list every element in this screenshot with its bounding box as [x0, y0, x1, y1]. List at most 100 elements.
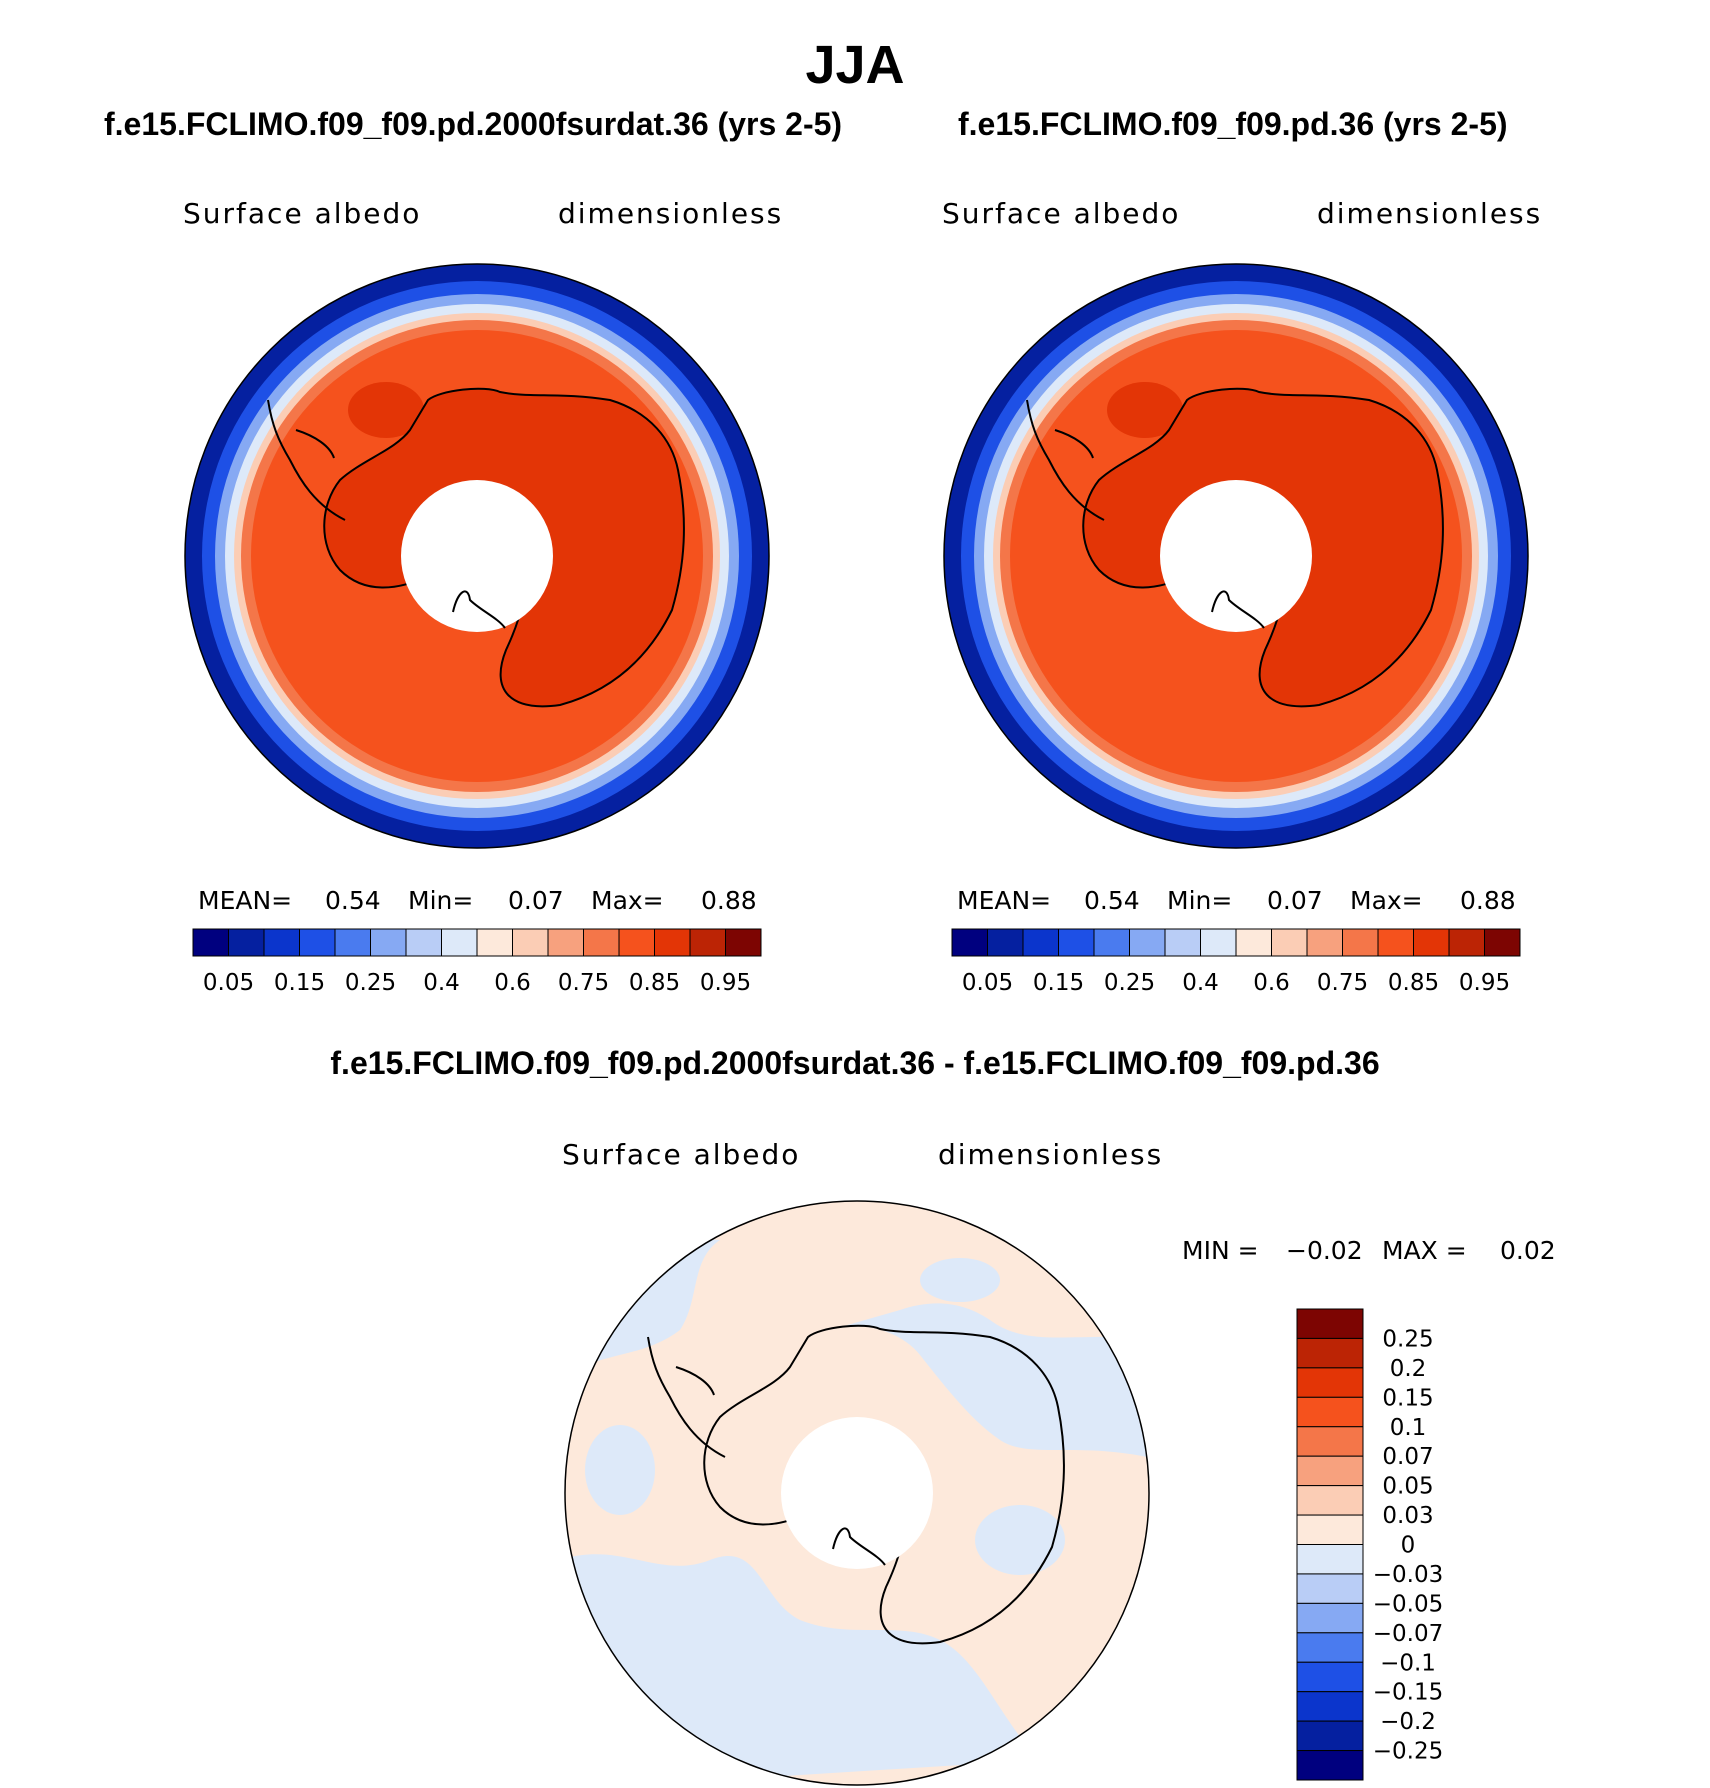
colorbar-swatch	[1413, 928, 1450, 957]
colorbar-tick-label: 0.05	[962, 970, 1013, 996]
colorbar-swatch	[1271, 928, 1308, 957]
panel-2-units: dimensionless	[1317, 197, 1543, 230]
peninsula-coastline	[647, 1336, 726, 1458]
colorbar-tick-label: −0.2	[1380, 1709, 1436, 1735]
panel-2-min-label: Min=	[1167, 886, 1233, 915]
colorbar-swatch	[654, 928, 691, 957]
colorbar-swatch	[476, 928, 513, 957]
panel-2-mean-value: 0.54	[1084, 886, 1140, 915]
colorbar-swatch	[1484, 928, 1521, 957]
colorbar-tick-label: 0.6	[494, 970, 531, 996]
panel-2-max-label: Max=	[1350, 886, 1423, 915]
colorbar-tick-label: −0.07	[1373, 1621, 1443, 1647]
colorbar-swatch	[299, 928, 336, 957]
panel-2-variable: Surface albedo	[942, 197, 1181, 230]
panel-1-max-label: Max=	[591, 886, 664, 915]
colorbar-swatch	[1296, 1485, 1364, 1516]
panel-2-min-value: 0.07	[1267, 886, 1323, 915]
panel-2-title: f.e15.FCLIMO.f09_f09.pd.36 (yrs 2-5)	[958, 106, 1508, 142]
colorbar-swatch	[1296, 1602, 1364, 1634]
difference-max-value: 0.02	[1500, 1236, 1556, 1265]
panel-1-min-value: 0.07	[508, 886, 564, 915]
peninsula-coastline	[267, 399, 346, 521]
negative-difference-region	[920, 1258, 1000, 1302]
panel-1-mean-label: MEAN=	[198, 886, 293, 915]
colorbar-swatch	[441, 928, 478, 957]
panel-2-colorbar: 0.05 0.15 0.25 0.4 0.6 0.75 0.85 0.95	[951, 928, 1521, 996]
panel-1-max-value: 0.88	[701, 886, 757, 915]
colorbar-swatch	[689, 928, 726, 957]
colorbar-tick-label: 0.1	[1390, 1415, 1427, 1441]
colorbar-tick-label: 0.25	[1104, 970, 1155, 996]
figure-title: JJA	[805, 35, 905, 95]
colorbar-swatch	[951, 928, 988, 957]
colorbar-swatch	[1296, 1396, 1364, 1428]
colorbar-swatch	[1296, 1337, 1364, 1369]
colorbar-swatch	[1164, 928, 1201, 957]
difference-max-label: MAX =	[1382, 1236, 1467, 1265]
coastline	[323, 387, 685, 708]
colorbar-swatch	[1342, 928, 1379, 957]
colorbar-tick-label: 0.4	[1182, 970, 1219, 996]
pole-hole	[1160, 480, 1312, 632]
colorbar-tick-label: 0.15	[274, 970, 325, 996]
colorbar-swatch	[1448, 928, 1485, 957]
colorbar-tick-label: 0.2	[1390, 1356, 1427, 1382]
colorbar-swatch	[1296, 1426, 1364, 1457]
panel-1-min-label: Min=	[408, 886, 474, 915]
difference-colorbar: 0.25 0.2 0.15 0.1 0.07 0.05 0.03 0 −0.03 −0.05 −0.…	[1296, 1308, 1443, 1781]
albedo-patch	[1107, 382, 1183, 438]
colorbar-swatch	[1377, 928, 1414, 957]
colorbar-tick-label: 0.95	[700, 970, 751, 996]
pole-hole	[781, 1417, 933, 1569]
colorbar-swatch	[1296, 1750, 1364, 1781]
colorbar-tick-label: 0	[1401, 1533, 1416, 1559]
colorbar-swatch	[1235, 928, 1272, 957]
colorbar-swatch	[1022, 928, 1059, 957]
pole-hole	[401, 480, 553, 632]
panel-1-mean-value: 0.54	[325, 886, 381, 915]
colorbar-tick-label: 0.75	[1317, 970, 1368, 996]
coastline	[703, 1324, 1065, 1645]
colorbar-tick-label: 0.25	[345, 970, 396, 996]
colorbar-swatch	[370, 928, 407, 957]
colorbar-swatch	[725, 928, 762, 957]
difference-min-label: MIN =	[1182, 1236, 1259, 1265]
colorbar-swatch	[1296, 1455, 1364, 1487]
panel-1-colorbar: 0.05 0.15 0.25 0.4 0.6 0.75 0.85 0.95	[192, 928, 762, 996]
ross-coastline	[832, 1527, 886, 1566]
colorbar-tick-label: −0.05	[1373, 1591, 1443, 1617]
colorbar-swatch	[583, 928, 620, 957]
colorbar-swatch	[263, 928, 300, 957]
colorbar-swatch	[1296, 1367, 1364, 1398]
negative-difference-region	[585, 1425, 655, 1515]
difference-map	[564, 1200, 1150, 1786]
colorbar-swatch	[1200, 928, 1237, 957]
colorbar-tick-label: 0.25	[1382, 1326, 1433, 1352]
colorbar-tick-label: 0.03	[1382, 1503, 1433, 1529]
colorbar-swatch	[1093, 928, 1130, 957]
colorbar-swatch	[228, 928, 265, 957]
negative-difference-region	[830, 1303, 1149, 1460]
difference-variable: Surface albedo	[562, 1138, 801, 1171]
colorbar-tick-label: 0.75	[558, 970, 609, 996]
difference-min-value: −0.02	[1286, 1236, 1363, 1265]
panel-2-max-value: 0.88	[1460, 886, 1516, 915]
colorbar-swatch	[334, 928, 371, 957]
ross-coastline	[1211, 590, 1265, 629]
colorbar-swatch	[1296, 1632, 1364, 1663]
colorbar-tick-label: −0.25	[1373, 1739, 1443, 1765]
colorbar-swatch	[1296, 1573, 1364, 1604]
colorbar-tick-label: −0.1	[1380, 1650, 1436, 1676]
colorbar-tick-label: 0.05	[203, 970, 254, 996]
colorbar-tick-label: 0.07	[1382, 1444, 1433, 1470]
colorbar-swatch	[1296, 1308, 1364, 1339]
difference-units: dimensionless	[938, 1138, 1164, 1171]
colorbar-tick-label: 0.4	[423, 970, 460, 996]
panel-1-title: f.e15.FCLIMO.f09_f09.pd.2000fsurdat.36 (…	[104, 106, 843, 142]
colorbar-swatch	[1129, 928, 1166, 957]
panel-2-mean-label: MEAN=	[957, 886, 1052, 915]
colorbar-tick-label: 0.6	[1253, 970, 1290, 996]
colorbar-tick-label: 0.05	[1382, 1474, 1433, 1500]
